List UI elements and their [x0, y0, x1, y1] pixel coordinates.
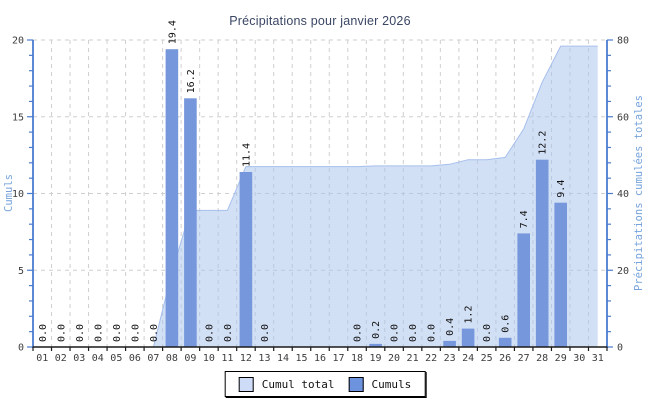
- legend-item-cumuls: Cumuls: [348, 376, 412, 392]
- right-tick-label: 40: [617, 189, 629, 200]
- bar-value-label: 0.0: [112, 324, 123, 342]
- x-tick-label: 11: [221, 353, 233, 364]
- bar-value-label: 19.4: [167, 20, 178, 44]
- bar: [369, 343, 382, 347]
- x-tick-label: 01: [36, 353, 48, 364]
- bar-value-label: 0.0: [93, 324, 104, 342]
- x-tick-label: 13: [258, 353, 270, 364]
- x-tick-label: 06: [129, 353, 141, 364]
- x-tick-label: 18: [351, 353, 363, 364]
- bar-value-label: 0.0: [149, 324, 160, 342]
- left-tick-label: 20: [12, 36, 24, 47]
- bar-value-label: 0.0: [223, 324, 234, 342]
- legend-swatch-area: [238, 376, 254, 392]
- right-tick-label: 80: [617, 36, 629, 47]
- bar-value-label: 0.0: [408, 324, 419, 342]
- bar-value-label: 0.2: [371, 321, 382, 339]
- bar: [554, 202, 567, 347]
- bar-value-label: 7.4: [519, 210, 530, 228]
- bar-value-label: 0.0: [390, 324, 401, 342]
- left-tick-label: 15: [12, 112, 24, 123]
- legend-item-cumul-total: Cumul total: [238, 376, 335, 392]
- x-tick-label: 10: [203, 353, 215, 364]
- right-tick-label: 20: [617, 266, 629, 277]
- value-labels-layer: 0.0 0.0 0.0 0.0 0.0 0.0 0.0 19.4 16.2 0.0 0.0 11.4 0…: [38, 20, 567, 342]
- bar-value-label: 0.0: [260, 324, 271, 342]
- x-tick-label: 07: [147, 353, 159, 364]
- x-tick-label: 27: [518, 353, 530, 364]
- bar-value-label: 9.4: [556, 180, 567, 198]
- x-tick-label: 17: [332, 353, 344, 364]
- bar-value-label: 0.4: [445, 318, 456, 336]
- legend-label-area: Cumul total: [261, 377, 335, 391]
- right-axis-title: Précipitations cumulées totales: [633, 95, 645, 291]
- x-tick-label: 04: [92, 353, 104, 364]
- x-tick-label: 26: [499, 353, 511, 364]
- bar-value-label: 11.4: [241, 143, 252, 167]
- x-tick-label: 03: [73, 353, 85, 364]
- bar: [461, 328, 475, 347]
- bar-value-label: 12.2: [538, 131, 549, 155]
- bar-value-label: 0.0: [482, 324, 493, 342]
- bar: [498, 337, 512, 347]
- right-tick-label: 0: [617, 343, 623, 354]
- bar-series: [165, 49, 567, 347]
- x-tick-label: 15: [295, 353, 307, 364]
- bar-value-label: 0.0: [56, 324, 67, 342]
- left-axis-title: Cumuls: [3, 174, 15, 212]
- x-tick-label: 28: [536, 353, 548, 364]
- bar: [443, 340, 456, 347]
- bar-value-label: 0.0: [353, 324, 364, 342]
- bar: [165, 49, 179, 347]
- bar-value-label: 0.6: [501, 315, 512, 333]
- x-tick-label: 19: [370, 353, 382, 364]
- bar-value-label: 0.0: [130, 324, 141, 342]
- legend-swatch-bars: [348, 376, 364, 392]
- left-tick-label: 5: [18, 266, 24, 277]
- x-tick-label: 22: [425, 353, 437, 364]
- chart-title: Précipitations pour janvier 2026: [229, 14, 411, 28]
- x-tick-label: 25: [481, 353, 493, 364]
- bar-value-label: 0.0: [38, 324, 49, 342]
- legend-label-bars: Cumuls: [371, 377, 412, 391]
- bar: [239, 172, 253, 347]
- bar-value-label: 1.2: [464, 306, 475, 324]
- bar-value-label: 0.0: [204, 324, 215, 342]
- x-tick-label: 02: [55, 353, 67, 364]
- x-tick-label: 31: [592, 353, 604, 364]
- x-tick-label: 20: [388, 353, 400, 364]
- x-tick-label: 23: [444, 353, 456, 364]
- bar-value-label: 16.2: [186, 69, 197, 93]
- x-tick-label: 30: [573, 353, 585, 364]
- bar-value-label: 0.0: [75, 324, 86, 342]
- area-cumul-total: [42, 46, 598, 347]
- x-tick-label: 24: [462, 353, 474, 364]
- x-tick-label: 12: [240, 353, 252, 364]
- x-tick-label: 08: [166, 353, 178, 364]
- right-tick-label: 60: [617, 112, 629, 123]
- legend: Cumul total Cumuls: [224, 371, 426, 397]
- x-tick-label: 09: [184, 353, 196, 364]
- bar-value-label: 0.0: [427, 324, 438, 342]
- x-tick-label: 14: [277, 353, 289, 364]
- x-tick-label: 29: [555, 353, 567, 364]
- bar: [184, 98, 197, 347]
- left-tick-label: 0: [18, 343, 24, 354]
- x-tick-label: 16: [314, 353, 326, 364]
- x-tick-label: 05: [110, 353, 122, 364]
- x-tick-label: 21: [407, 353, 419, 364]
- bar: [535, 159, 549, 347]
- left-tick-label: 10: [12, 189, 24, 200]
- bar: [517, 233, 530, 347]
